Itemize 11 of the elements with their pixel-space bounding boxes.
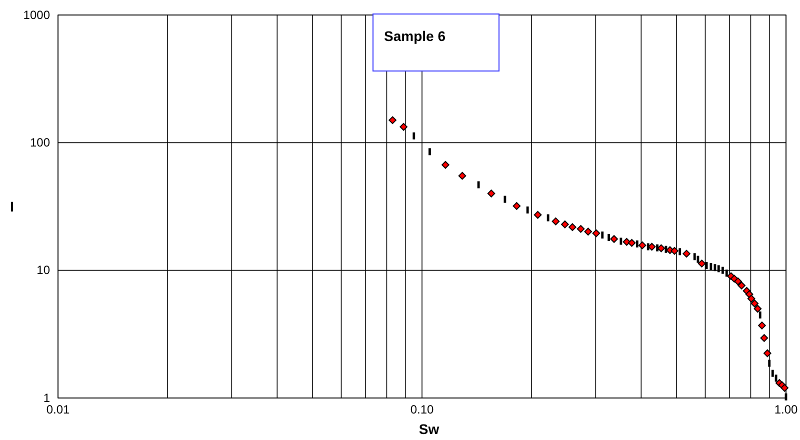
x-tick-label: 0.01 — [46, 402, 70, 417]
annotation: Sample 6 — [384, 28, 446, 44]
y-tick-label: 10 — [36, 263, 50, 278]
y-tick-label: 1000 — [23, 8, 50, 22]
text-box: Sample 6 — [372, 14, 500, 72]
y-tick-label: 1 — [43, 390, 50, 405]
x-tick-label: 0.10 — [410, 402, 434, 417]
y-axis-title: I — [10, 198, 14, 214]
x-axis-title: Sw — [418, 421, 440, 437]
x-tick-label: 1.00 — [774, 402, 798, 417]
y-tick-label: 100 — [30, 136, 50, 150]
